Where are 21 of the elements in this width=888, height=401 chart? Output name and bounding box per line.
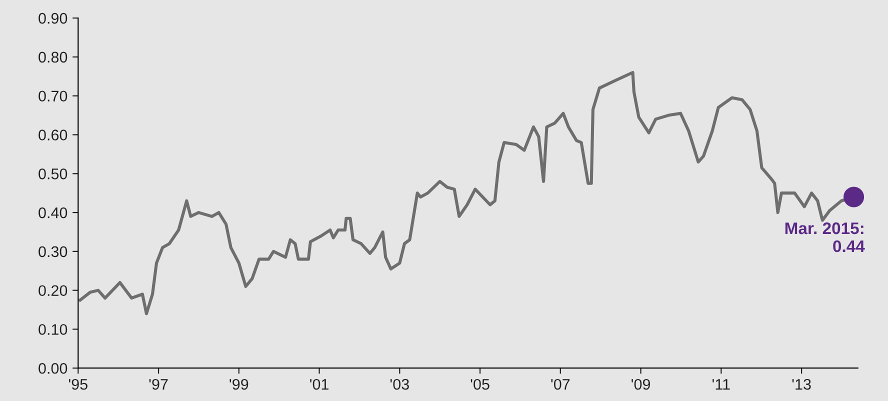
y-tick-label: 0.40 — [38, 207, 68, 218]
y-tick-label: 0.30 — [38, 246, 68, 258]
y-tick-label: 0.60 — [38, 130, 68, 140]
x-tick-label: '13 — [792, 378, 811, 390]
y-tick-label: 0.80 — [38, 52, 68, 63]
y-tick-label: 0.00 — [38, 362, 68, 374]
x-tick-label: '07 — [551, 378, 570, 390]
x-tick-label: '95 — [68, 378, 88, 390]
y-tick-label: 0.90 — [38, 12, 68, 24]
x-tick-label: '05 — [470, 378, 490, 390]
y-tick-label: 0.20 — [38, 285, 68, 296]
y-tick-label: 0.50 — [38, 168, 68, 180]
x-tick-label: '11 — [712, 379, 730, 390]
x-tick-label: '97 — [149, 378, 168, 390]
x-tick-label: '01 — [310, 378, 328, 390]
y-tick-label: 0.70 — [38, 90, 68, 102]
x-tick-label: '03 — [390, 378, 409, 390]
x-tick-label: '09 — [632, 378, 650, 390]
annotation: Mar. 2015: 0.44 — [785, 222, 865, 252]
y-tick-label: 0.10 — [38, 324, 68, 335]
x-tick-label: '99 — [230, 378, 248, 390]
